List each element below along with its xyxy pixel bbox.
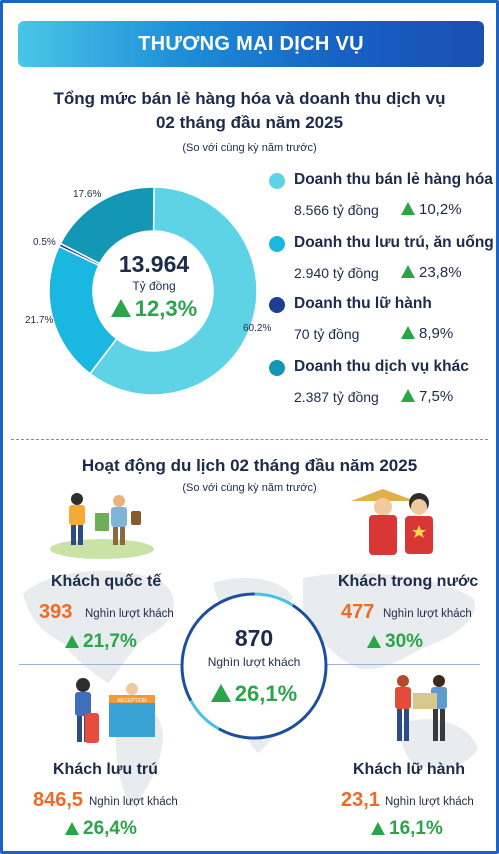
- section1-title-line2: 02 tháng đầu năm 2025: [155, 113, 344, 132]
- stat-travel-title: Khách lữ hành: [353, 761, 466, 778]
- up-arrow-icon: [401, 202, 415, 215]
- legend-label-travel: Doanh thu lữ hành: [294, 295, 432, 312]
- legend-change-accommodation-value: 23,8%: [419, 264, 462, 281]
- reception-sign: RECEPTION: [117, 698, 147, 704]
- stat-domestic-unit: Nghìn lượt khách: [383, 608, 472, 620]
- total-visitors-circle: [180, 592, 328, 740]
- up-arrow-icon: [110, 299, 131, 317]
- stat-accommodation-value: 846,5: [33, 789, 84, 811]
- slice-label-travel: 0.5%: [33, 237, 56, 248]
- donut-center-change: 12,3%: [98, 296, 210, 322]
- section-divider: [11, 439, 488, 440]
- legend-label-other: Doanh thu dịch vụ khác: [294, 358, 469, 375]
- legend-change-travel: 8,9%: [401, 325, 453, 342]
- up-arrow-icon: [401, 326, 415, 339]
- stat-travel-change: 16,1%: [371, 818, 443, 840]
- international-tourists-illustration: [50, 493, 154, 559]
- donut-center-unit: Tỷ đồng: [132, 279, 176, 293]
- donut-center: 13.964 Tỷ đồng 12,3%: [98, 251, 210, 322]
- legend-dot-accommodation: [269, 236, 285, 252]
- up-arrow-icon: [210, 684, 231, 702]
- accommodation-guests-illustration: RECEPTION: [75, 678, 155, 743]
- donut-center-value: 13.964: [118, 251, 190, 277]
- slice-label-retail: 60.2%: [243, 323, 272, 334]
- legend-change-other: 7,5%: [401, 388, 453, 405]
- page-title: THƯƠNG MẠI DỊCH VỤ: [138, 33, 364, 55]
- section1-title-line1: Tổng mức bán lẻ hàng hóa và doanh thu dị…: [53, 89, 446, 108]
- legend-label-accommodation: Doanh thu lưu trú, ăn uống: [294, 234, 494, 251]
- donut-slice-retail: [88, 186, 258, 396]
- up-arrow-icon: [401, 389, 415, 402]
- section2-title: Hoạt động du lịch 02 tháng đầu năm 2025: [81, 456, 418, 475]
- up-arrow-icon: [401, 265, 415, 278]
- domestic-tourists-illustration: [351, 489, 433, 555]
- legend-amount-accommodation: 2.940 tỷ đồng: [294, 265, 379, 281]
- up-arrow-icon: [65, 822, 79, 835]
- legend-change-accommodation: 23,8%: [401, 264, 462, 281]
- slice-label-other: 17.6%: [73, 189, 102, 200]
- stat-international-value: 393: [39, 601, 73, 623]
- total-visitors-value: 870: [234, 625, 274, 651]
- stat-international-change-value: 21,7%: [83, 631, 137, 652]
- stat-travel-unit: Nghìn lượt khách: [385, 796, 474, 808]
- section2-subtitle: (So với cùng kỳ năm trước): [182, 482, 317, 494]
- legend-amount-retail: 8.566 tỷ đồng: [294, 202, 379, 218]
- stat-accommodation-unit: Nghìn lượt khách: [89, 796, 178, 808]
- stat-accommodation-change-value: 26,4%: [83, 818, 137, 839]
- legend-change-travel-value: 8,9%: [419, 325, 454, 342]
- legend-change-other-value: 7,5%: [419, 388, 454, 405]
- legend-dot-other: [269, 360, 285, 376]
- stat-travel-value: 23,1: [341, 789, 380, 811]
- stat-international-unit: Nghìn lượt khách: [85, 608, 174, 620]
- stat-international-title: Khách quốc tế: [51, 573, 162, 590]
- legend-dot-retail: [269, 173, 285, 189]
- stat-travel-change-value: 16,1%: [389, 818, 443, 839]
- up-arrow-icon: [371, 822, 385, 835]
- stat-domestic-title: Khách trong nước: [338, 573, 479, 590]
- stat-domestic-value: 477: [341, 601, 375, 623]
- legend-change-retail: 10,2%: [401, 201, 462, 218]
- up-arrow-icon: [65, 635, 79, 648]
- donut-chart: 17.6% 0.5% 21.7% 60.2%: [25, 185, 281, 397]
- stat-international-change: 21,7%: [65, 631, 137, 653]
- legend-dot-travel: [269, 297, 285, 313]
- section1-subtitle: (So với cùng kỳ năm trước): [182, 142, 317, 154]
- header-banner: THƯƠNG MẠI DỊCH VỤ: [18, 21, 484, 67]
- travel-tourists-illustration: [395, 675, 447, 741]
- legend-amount-other: 2.387 tỷ đồng: [294, 389, 379, 405]
- donut-slice-other: [59, 186, 155, 265]
- stat-accommodation-title: Khách lưu trú: [53, 761, 158, 778]
- stat-domestic-change-value: 30%: [385, 631, 424, 652]
- legend-change-retail-value: 10,2%: [419, 201, 462, 218]
- legend-label-retail: Doanh thu bán lẻ hàng hóa: [294, 171, 493, 188]
- slice-label-accommodation: 21.7%: [25, 315, 54, 326]
- total-visitors-change: 26,1%: [179, 681, 329, 707]
- donut-chart-svg: [48, 186, 258, 396]
- up-arrow-icon: [367, 635, 381, 648]
- donut-center-change-value: 12,3%: [134, 296, 198, 321]
- legend-amount-travel: 70 tỷ đồng: [294, 326, 360, 342]
- stat-accommodation-change: 26,4%: [65, 818, 137, 840]
- total-visitors-change-value: 26,1%: [234, 681, 298, 706]
- stat-domestic-change: 30%: [367, 631, 423, 653]
- total-visitors-center: 870 Nghìn lượt khách 26,1%: [179, 625, 329, 707]
- total-visitors-unit: Nghìn lượt khách: [207, 655, 301, 669]
